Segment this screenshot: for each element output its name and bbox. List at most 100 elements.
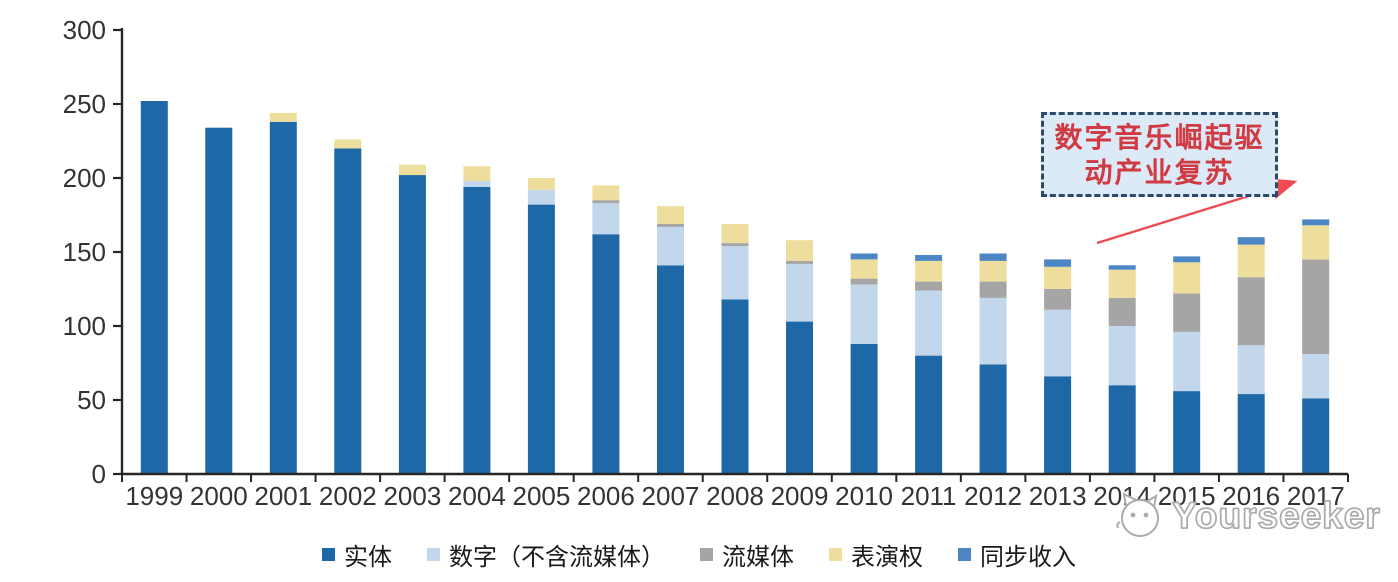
bar-segment	[1108, 269, 1136, 298]
bar-segment	[721, 246, 749, 300]
x-tick-label: 2003	[383, 481, 441, 511]
bar-segment	[786, 260, 813, 264]
bar-segment	[657, 206, 684, 224]
legend-label: 流媒体	[722, 543, 794, 571]
bar-segment	[398, 175, 426, 474]
bar-segment	[1108, 326, 1136, 386]
bar-segment	[786, 240, 813, 261]
bar-segment	[979, 297, 1007, 365]
bar-segment	[592, 234, 620, 474]
bar-segment	[1237, 244, 1265, 278]
legend-item: 流媒体	[700, 537, 794, 572]
bar-segment	[1173, 262, 1201, 294]
y-tick-label: 200	[63, 163, 106, 193]
bar-segment	[657, 265, 684, 474]
watermark: Yourseeker	[1116, 492, 1381, 540]
legend-label: 实体	[344, 543, 392, 571]
bar-segment	[1044, 376, 1072, 474]
bar-segment	[979, 364, 1007, 474]
y-tick-label: 0	[92, 459, 106, 489]
bar-segment	[1044, 309, 1072, 377]
legend-label: 表演权	[851, 543, 923, 571]
bar-segment	[269, 112, 297, 122]
chart-legend: 实体 数字（不含流媒体） 流媒体 表演权 同步收入	[0, 537, 1398, 572]
legend-label: 数字（不含流媒体）	[449, 543, 665, 571]
bar-segment	[334, 148, 362, 474]
y-tick-label: 150	[63, 237, 106, 267]
bar-segment	[721, 223, 749, 244]
bar-segment	[1237, 345, 1265, 394]
bar-segment	[592, 200, 620, 204]
bar-segment	[463, 181, 491, 187]
y-tick-label: 100	[63, 311, 106, 341]
bar-segment	[850, 284, 878, 344]
x-tick-label: 2017	[1287, 481, 1345, 511]
legend-swatch	[322, 548, 335, 561]
bar-segment	[269, 121, 297, 475]
bar-segment	[915, 260, 943, 282]
bar-segment	[979, 260, 1007, 282]
y-tick-label: 250	[63, 89, 106, 119]
y-tick-label: 300	[63, 15, 106, 45]
bar-segment	[1044, 266, 1072, 289]
legend-swatch	[958, 548, 971, 561]
legend-item: 数字（不含流媒体）	[427, 537, 665, 572]
bar-segment	[1173, 331, 1201, 392]
cat-face-icon	[1116, 492, 1159, 537]
bar-segment	[850, 253, 878, 260]
x-tick-label: 2007	[642, 481, 700, 511]
bar-segment	[721, 299, 749, 474]
bar-segment	[850, 278, 878, 285]
bar-segment	[1173, 391, 1201, 474]
bar-segment	[786, 321, 813, 474]
bar-segment	[1302, 259, 1330, 355]
bar-segment	[140, 101, 168, 474]
bar-segment	[1302, 398, 1330, 474]
bar-segment	[657, 223, 684, 227]
x-tick-label: 2000	[190, 481, 248, 511]
y-tick-label: 50	[77, 385, 106, 415]
bar-segment	[850, 343, 878, 474]
bar-segment	[1108, 265, 1136, 270]
watermark-text: Yourseeker	[1171, 494, 1381, 537]
bar-segment	[1108, 385, 1136, 474]
bar-segment	[463, 166, 491, 181]
bar-segment	[1302, 225, 1330, 260]
legend-label: 同步收入	[980, 543, 1076, 571]
x-tick-label: 1999	[125, 481, 183, 511]
bar-segment	[1173, 293, 1201, 332]
legend-swatch	[427, 548, 440, 561]
legend-swatch	[829, 548, 842, 561]
bar-segment	[721, 243, 749, 247]
x-tick-label: 2011	[901, 481, 957, 511]
bar-segment	[592, 203, 620, 235]
bar-segment	[850, 259, 878, 279]
bar-segment	[979, 253, 1007, 261]
x-tick-label: 2005	[512, 481, 570, 511]
annotation-text-line2: 动产业复苏	[1084, 155, 1235, 189]
x-tick-label: 2012	[964, 481, 1022, 511]
bar-segment	[527, 204, 555, 474]
bar-segment	[334, 139, 362, 149]
x-tick-label: 2016	[1222, 481, 1280, 511]
x-tick-label: 2001	[254, 481, 312, 511]
annotation-box: 数字音乐崛起驱 动产业复苏	[1041, 112, 1278, 197]
bar-segment	[1237, 237, 1265, 245]
x-tick-label: 2015	[1158, 481, 1216, 511]
bar-segment	[527, 178, 555, 190]
bar-segment	[1044, 259, 1072, 267]
bar-segment	[915, 355, 943, 474]
bar-segment	[979, 281, 1007, 298]
x-tick-label: 2008	[706, 481, 764, 511]
x-tick-label: 2004	[448, 481, 506, 511]
bar-segment	[915, 255, 943, 261]
x-tick-label: 2006	[577, 481, 635, 511]
bar-segment	[592, 185, 620, 201]
legend-item: 实体	[322, 537, 392, 572]
bar-segment	[398, 164, 426, 176]
x-tick-label: 2009	[771, 481, 829, 511]
bar-segment	[1237, 394, 1265, 474]
bar-segment	[1173, 256, 1201, 263]
